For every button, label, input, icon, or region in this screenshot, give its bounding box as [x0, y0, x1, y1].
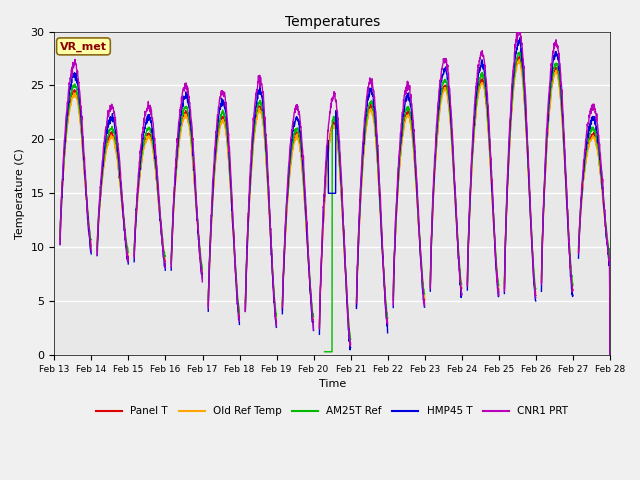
AM25T Ref [205, 254, 213, 260]
Y-axis label: Temperature (C): Temperature (C) [15, 148, 25, 239]
HMP45 T [51, 250, 58, 255]
Line: HMP45 T: HMP45 T [54, 38, 610, 355]
X-axis label: Time: Time [319, 379, 346, 389]
CNR1 PRT [557, 82, 565, 87]
Panel T [557, 99, 565, 105]
AM25T Ref [557, 95, 565, 101]
Old Ref Temp [360, 143, 368, 149]
Panel T [606, 352, 614, 358]
Old Ref Temp [606, 352, 614, 358]
CNR1 PRT [51, 247, 58, 252]
HMP45 T [360, 130, 368, 135]
Legend: Panel T, Old Ref Temp, AM25T Ref, HMP45 T, CNR1 PRT: Panel T, Old Ref Temp, AM25T Ref, HMP45 … [92, 402, 572, 420]
Old Ref Temp [51, 241, 58, 247]
HMP45 T [606, 352, 614, 358]
Panel T [205, 261, 213, 267]
AM25T Ref [606, 352, 614, 358]
Old Ref Temp [494, 277, 502, 283]
CNR1 PRT [360, 117, 368, 123]
HMP45 T [205, 257, 213, 263]
CNR1 PRT [606, 352, 614, 358]
Panel T [494, 282, 502, 288]
Line: Panel T: Panel T [54, 57, 610, 355]
Line: Old Ref Temp: Old Ref Temp [54, 60, 610, 355]
Title: Temperatures: Temperatures [285, 15, 380, 29]
AM25T Ref [360, 136, 368, 142]
Line: AM25T Ref: AM25T Ref [54, 52, 610, 355]
HMP45 T [494, 288, 502, 293]
Old Ref Temp [205, 261, 213, 266]
Line: CNR1 PRT: CNR1 PRT [54, 32, 610, 355]
Panel T [51, 242, 58, 248]
CNR1 PRT [205, 259, 213, 265]
Text: VR_met: VR_met [60, 41, 107, 51]
CNR1 PRT [494, 282, 502, 288]
HMP45 T [557, 85, 565, 91]
AM25T Ref [51, 237, 58, 243]
Panel T [360, 140, 368, 145]
Old Ref Temp [557, 103, 565, 109]
AM25T Ref [494, 276, 502, 281]
